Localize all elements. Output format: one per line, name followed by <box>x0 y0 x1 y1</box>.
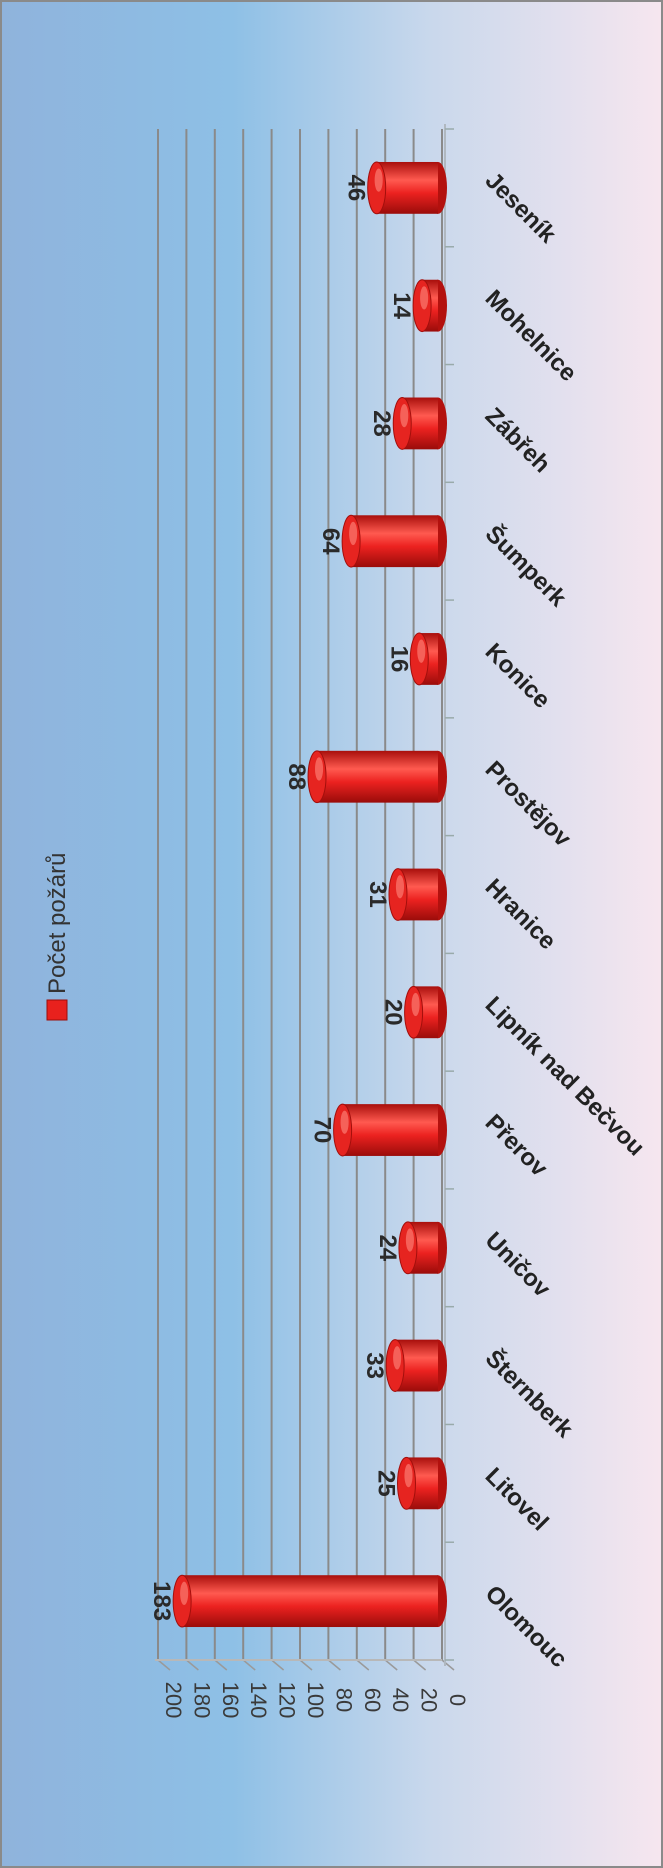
data-label: 46 <box>343 175 370 202</box>
data-label: 20 <box>380 999 407 1026</box>
category-label: Šternberk <box>480 1344 579 1443</box>
bar-lipník-nad-bečvou <box>404 985 447 1039</box>
data-label: 14 <box>388 292 415 319</box>
category-label: Mohelnice <box>480 285 582 387</box>
bar-šternberk <box>385 1339 447 1392</box>
category-label: Hranice <box>480 874 561 955</box>
y-tick-label: 120 <box>275 1682 300 1719</box>
category-label: Šumperk <box>480 520 573 613</box>
data-label: 24 <box>374 1234 401 1261</box>
bar-mohelnice <box>412 279 447 333</box>
category-labels: OlomoucLitovelŠternberkUničovPřerovLipní… <box>480 167 650 1673</box>
gridline-depth <box>157 1659 171 1671</box>
category-label: Prostějov <box>480 756 577 853</box>
category-label: Konice <box>480 638 556 714</box>
gridline-depth <box>413 1659 427 1671</box>
y-tick-label: 60 <box>360 1688 385 1712</box>
gridlines <box>157 129 455 1671</box>
bar-přerov <box>333 1103 447 1157</box>
bars <box>172 161 447 1628</box>
gridline-depth <box>214 1659 228 1671</box>
category-label: Jeseník <box>480 167 562 249</box>
gridline-depth <box>242 1659 256 1671</box>
legend-label: Počet požárů <box>44 853 71 994</box>
gridline-depth <box>185 1659 199 1671</box>
bar-šumperk <box>341 514 447 568</box>
data-label: 31 <box>364 881 391 908</box>
gridline-depth <box>356 1659 370 1671</box>
y-tick-label: 80 <box>331 1688 356 1712</box>
y-tick-label: 20 <box>417 1688 442 1712</box>
data-label: 88 <box>283 763 310 790</box>
data-label: 183 <box>148 1581 175 1621</box>
y-tick-label: 0 <box>445 1694 470 1706</box>
bar-uničov <box>398 1221 447 1275</box>
data-labels: 183 25 33 24 70 20 31 88 16 64 28 14 46 <box>148 175 415 1622</box>
y-tick-label: 200 <box>161 1682 186 1719</box>
bar-zábřeh <box>392 397 447 450</box>
y-tick-label: 40 <box>388 1688 413 1712</box>
bar-hranice <box>388 868 447 921</box>
y-tick-label: 160 <box>218 1682 243 1719</box>
bar-olomouc <box>172 1574 447 1628</box>
y-tick-label: 100 <box>303 1682 328 1719</box>
data-label: 70 <box>309 1117 336 1144</box>
data-label: 28 <box>368 410 395 437</box>
bar-prostějov <box>307 750 447 804</box>
bar-jeseník <box>367 161 447 215</box>
gridline-depth <box>271 1659 285 1671</box>
category-label: Olomouc <box>480 1580 573 1673</box>
bar-litovel <box>397 1456 447 1510</box>
bar-konice <box>409 632 447 686</box>
data-label: 16 <box>385 646 412 673</box>
legend-swatch <box>46 999 68 1021</box>
data-label: 33 <box>361 1352 388 1379</box>
legend: Počet požárů <box>44 853 71 1021</box>
y-tick-label: 140 <box>246 1682 271 1719</box>
gridline-depth <box>299 1659 313 1671</box>
category-label: Litovel <box>480 1462 554 1536</box>
data-label: 64 <box>317 528 344 555</box>
y-tick-label: 180 <box>189 1682 214 1719</box>
data-label: 25 <box>373 1470 400 1497</box>
gridline-depth <box>441 1659 455 1671</box>
category-label: Uničov <box>480 1227 556 1303</box>
gridline-depth <box>384 1659 398 1671</box>
category-label: Přerov <box>480 1109 553 1182</box>
gridline-depth <box>327 1659 341 1671</box>
category-label: Zábřeh <box>480 403 556 479</box>
